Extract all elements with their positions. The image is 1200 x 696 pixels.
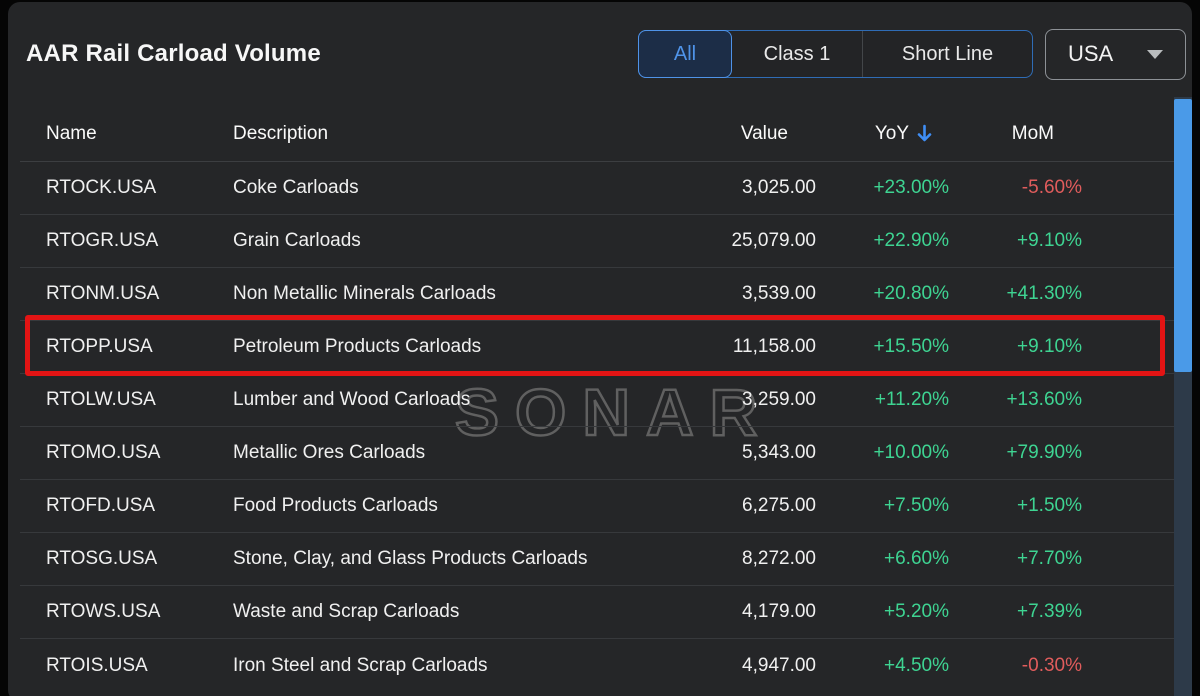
row-mom: +13.60% [1006, 389, 1082, 410]
column-header-yoy-label: YoY [874, 122, 909, 144]
table-row[interactable]: RTONM.USA Non Metallic Minerals Carloads… [20, 268, 1174, 321]
row-value: 5,343.00 [742, 442, 816, 463]
widget-toolbar: AAR Rail Carload Volume All Class 1 Shor… [8, 2, 1192, 106]
row-name: RTOSG.USA [46, 548, 158, 569]
column-header-yoy[interactable]: YoY [816, 123, 949, 145]
row-description: Petroleum Products Carloads [233, 336, 482, 357]
row-value: 4,947.00 [742, 654, 816, 676]
row-value: 11,158.00 [732, 336, 816, 357]
row-mom: +41.30% [1006, 283, 1082, 304]
row-yoy: +6.60% [884, 548, 949, 569]
row-yoy: +20.80% [873, 283, 949, 304]
row-description: Grain Carloads [233, 230, 361, 251]
column-header-description[interactable]: Description [233, 122, 329, 144]
row-value: 3,539.00 [742, 283, 816, 304]
row-name: RTOCK.USA [46, 177, 157, 198]
row-description: Non Metallic Minerals Carloads [233, 283, 496, 304]
row-value: 3,259.00 [742, 389, 816, 410]
row-yoy: +10.00% [873, 442, 949, 463]
tab-class-1[interactable]: Class 1 [732, 31, 863, 77]
row-yoy: +7.50% [884, 495, 949, 516]
column-header-value[interactable]: Value [740, 122, 788, 144]
region-dropdown[interactable]: USA [1045, 28, 1186, 80]
row-name: RTOPP.USA [46, 336, 153, 357]
page-title: AAR Rail Carload Volume [26, 40, 321, 67]
row-value: 3,025.00 [742, 177, 816, 198]
row-description: Waste and Scrap Carloads [233, 601, 460, 622]
table-row[interactable]: RTOFD.USA Food Products Carloads 6,275.0… [20, 480, 1174, 533]
row-mom: +79.90% [1006, 442, 1082, 463]
row-description: Lumber and Wood Carloads [233, 389, 471, 410]
row-yoy: +23.00% [873, 177, 949, 198]
column-header-name[interactable]: Name [46, 122, 97, 144]
tab-short-line[interactable]: Short Line [901, 42, 994, 65]
sort-descending-arrow-icon [916, 124, 933, 144]
table-row[interactable]: RTOWS.USA Waste and Scrap Carloads 4,179… [20, 586, 1174, 639]
table-body: RTOCK.USA Coke Carloads 3,025.00 +23.00%… [20, 162, 1174, 692]
row-name: RTOLW.USA [46, 389, 156, 410]
table-row[interactable]: RTOMO.USA Metallic Ores Carloads 5,343.0… [20, 427, 1174, 480]
row-value: 25,079.00 [731, 230, 816, 251]
carrier-class-tab-group: All Class 1 Short Line [638, 30, 1033, 78]
row-value: 8,272.00 [742, 548, 816, 569]
table-row[interactable]: RTOGR.USA Grain Carloads 25,079.00 +22.9… [20, 215, 1174, 268]
row-yoy: +22.90% [873, 230, 949, 251]
row-mom: +7.39% [1017, 601, 1082, 622]
row-description: Iron Steel and Scrap Carloads [233, 654, 488, 676]
region-dropdown-value: USA [1068, 41, 1114, 66]
table-row[interactable]: RTOSG.USA Stone, Clay, and Glass Product… [20, 533, 1174, 586]
row-yoy: +11.20% [874, 389, 949, 410]
row-description: Coke Carloads [233, 177, 359, 198]
chevron-down-icon [1147, 49, 1163, 59]
row-name: RTOWS.USA [46, 601, 161, 622]
scrollbar-track[interactable] [1174, 97, 1192, 696]
row-mom: +9.10% [1017, 230, 1082, 251]
row-yoy: +15.50% [873, 336, 949, 357]
row-value: 6,275.00 [742, 495, 816, 516]
row-name: RTOFD.USA [46, 495, 156, 516]
row-yoy: +5.20% [884, 601, 949, 622]
row-mom: -5.60% [1021, 177, 1082, 198]
row-description: Food Products Carloads [233, 495, 438, 516]
row-mom: +9.10% [1017, 336, 1082, 357]
row-name: RTOGR.USA [46, 230, 159, 251]
table-row[interactable]: RTOCK.USA Coke Carloads 3,025.00 +23.00%… [20, 162, 1174, 215]
row-mom: +1.50% [1017, 495, 1082, 516]
row-name: RTOIS.USA [46, 654, 148, 676]
rail-carload-volume-widget: AAR Rail Carload Volume All Class 1 Shor… [8, 2, 1192, 696]
column-header-mom[interactable]: MoM [1011, 122, 1054, 144]
table-row[interactable]: RTOPP.USA Petroleum Products Carloads 11… [20, 315, 1174, 376]
row-mom: +7.70% [1017, 548, 1082, 569]
table-header-row: Name Description Value YoY MoM [20, 106, 1174, 162]
row-mom: -0.30% [1021, 654, 1082, 676]
row-description: Stone, Clay, and Glass Products Carloads [233, 548, 588, 569]
row-name: RTOMO.USA [46, 442, 161, 463]
scrollbar-thumb[interactable] [1174, 99, 1192, 372]
tab-all[interactable]: All [638, 30, 732, 78]
row-name: RTONM.USA [46, 283, 160, 304]
row-value: 4,179.00 [742, 601, 816, 622]
table-row[interactable]: RTOIS.USA Iron Steel and Scrap Carloads … [20, 639, 1174, 692]
row-description: Metallic Ores Carloads [233, 442, 426, 463]
row-yoy: +4.50% [884, 654, 949, 676]
table-row[interactable]: RTOLW.USA Lumber and Wood Carloads 3,259… [20, 374, 1174, 427]
